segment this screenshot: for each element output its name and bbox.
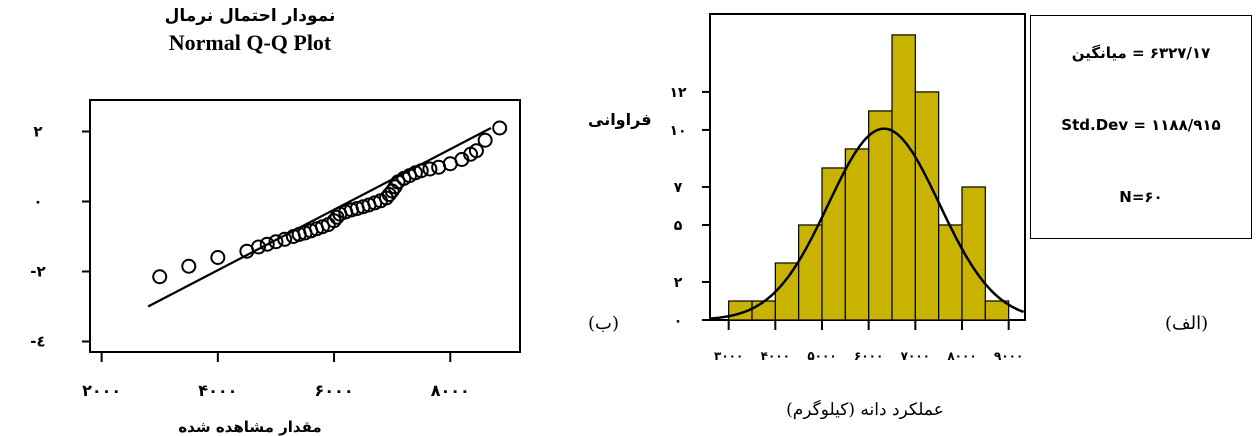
- hist-x-tick-label: ۶۰۰۰: [854, 349, 883, 363]
- qq-point: [477, 132, 493, 148]
- normal-curve: [709, 127, 1025, 320]
- qq-title-english: Normal Q-Q Plot: [168, 30, 332, 55]
- qq-point: [268, 234, 284, 250]
- hist-bar: [914, 91, 940, 321]
- hist-y-tick-label: ۰: [674, 313, 683, 329]
- qq-point: [152, 269, 168, 285]
- qq-point: [413, 163, 429, 179]
- hist-y-tick-label: ۱۲: [669, 85, 687, 101]
- panel-label-b: (ب): [588, 313, 619, 334]
- stat-std-dev: Std.Dev = ۱۱۸۸/۹۱۵: [1061, 116, 1221, 134]
- qq-x-tick-label: ۲۰۰۰: [82, 381, 121, 400]
- hist-bar: [961, 186, 986, 321]
- qq-point: [468, 143, 484, 159]
- qq-point: [259, 236, 275, 252]
- panel-label-alef: (الف): [1165, 313, 1209, 334]
- hist-x-axis-label: عملکرد دانه (کیلوگرم): [786, 400, 944, 420]
- hist-x-tick-label: ۷۰۰۰: [901, 349, 930, 363]
- qq-y-tick-label: -۲: [30, 263, 45, 281]
- hist-y-tick-label: ۲: [674, 275, 683, 291]
- hist-bar: [868, 110, 893, 321]
- hist-y-tick-label: ۷: [674, 180, 683, 196]
- qq-x-tick-label: ۶۰۰۰: [315, 381, 354, 400]
- qq-x-tick-label: ۴۰۰۰: [198, 381, 237, 400]
- hist-x-tick-label: ۴۰۰۰: [761, 349, 790, 363]
- qq-point: [277, 231, 293, 247]
- qq-y-tick-label: ۲: [33, 123, 42, 141]
- hist-x-tick-label: ۸۰۰۰: [947, 349, 976, 363]
- hist-bar: [938, 224, 963, 321]
- qq-title-persian: نمودار احتمال نرمال: [164, 6, 336, 26]
- qq-point: [210, 250, 226, 265]
- qq-plot: ۲ ۰ -۲ -٤ ۲۰۰۰ ۴۰۰۰ ۶۰۰۰ ۸۰۰۰: [30, 99, 521, 400]
- qq-x-tick-label: ۸۰۰۰: [431, 381, 470, 400]
- qq-point: [181, 258, 197, 274]
- histogram-plot: ۰ ۲ ۵ ۷ ۱۰ ۱۲ ۳۰۰۰ ۴۰۰۰ ۵۰۰۰ ۶۰۰۰ ۷۰۰۰ ۸۰۰۰ ۹۰۰۰: [669, 13, 1026, 363]
- hist-y-axis-label: فراوانی: [588, 110, 652, 129]
- qq-y-tick-label: -٤: [30, 333, 45, 351]
- qq-x-axis-label: مقدار مشاهده شده: [178, 418, 322, 436]
- stat-mean: ۶۳۲۷/۱۷ = میانگین: [1071, 44, 1211, 62]
- hist-bar: [891, 34, 916, 321]
- qq-plot-frame: [89, 99, 521, 353]
- hist-bar: [751, 300, 776, 321]
- hist-bar: [844, 148, 870, 321]
- hist-y-tick-label: ۱۰: [669, 123, 686, 139]
- hist-bar: [774, 262, 800, 321]
- qq-reference-line: [147, 127, 492, 308]
- hist-y-tick-label: ۵: [674, 218, 683, 234]
- qq-y-tick-label: ۰: [33, 193, 42, 211]
- qq-point: [492, 120, 508, 136]
- hist-x-tick-label: ۵۰۰۰: [807, 349, 836, 363]
- hist-bar: [984, 300, 1010, 321]
- stats-box: ۶۳۲۷/۱۷ = میانگین Std.Dev = ۱۱۸۸/۹۱۵ N=۶…: [1030, 15, 1252, 239]
- qq-point: [251, 239, 267, 255]
- stat-n: N=۶۰: [1119, 188, 1163, 206]
- hist-x-tick-label: ۹۰۰۰: [994, 349, 1023, 363]
- hist-x-tick-label: ۳۰۰۰: [714, 349, 743, 363]
- qq-point: [422, 161, 438, 177]
